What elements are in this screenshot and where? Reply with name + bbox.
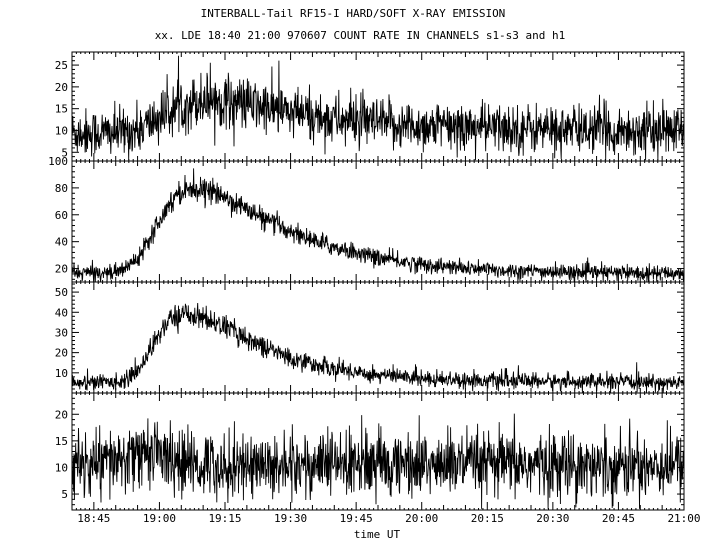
panel-4-series-line xyxy=(71,413,685,509)
x-tick-label: 20:45 xyxy=(602,512,635,525)
panel-2-y-tick-label: 20 xyxy=(55,263,68,276)
x-tick-label: 19:15 xyxy=(208,512,241,525)
panel-2-y-tick-label: 100 xyxy=(48,155,68,168)
panel-3-y-tick-label: 50 xyxy=(55,286,68,299)
panel-4-y-tick-label: 15 xyxy=(55,435,68,448)
panel-2-y-tick-label: 60 xyxy=(55,209,68,222)
chart-subtitle: xx. LDE 18:40 21:00 970607 COUNT RATE IN… xyxy=(155,29,566,42)
panel-3-y-tick-label: 40 xyxy=(55,306,68,319)
panel-2-y-tick-label: 40 xyxy=(55,236,68,249)
panel-3-y-tick-label: 30 xyxy=(55,326,68,339)
panel-1-y-tick-label: 20 xyxy=(55,81,68,94)
panel-2: 20 40 60 80 100 xyxy=(48,155,685,283)
panel-2-y-tick-label: 80 xyxy=(55,182,68,195)
panel-4-y-tick-label: 5 xyxy=(61,488,68,501)
panel-1-series-line xyxy=(71,55,685,161)
chart-title: INTERBALL-Tail RF15-I HARD/SOFT X-RAY EM… xyxy=(201,7,506,20)
panels-group: 5 10 15 20 25 20 40 60 80 100 10 20 30 40 50 5 10 15 20 18:… xyxy=(48,51,701,525)
panel-3-series-line xyxy=(71,302,685,393)
panel-3-y-tick-label: 20 xyxy=(55,347,68,360)
panel-1-y-tick-label: 15 xyxy=(55,103,68,116)
x-tick-label: 20:15 xyxy=(471,512,504,525)
x-tick-label: 20:30 xyxy=(536,512,569,525)
x-tick-label: 18:45 xyxy=(77,512,110,525)
panel-2-series-line xyxy=(71,168,685,282)
x-tick-label: 19:45 xyxy=(340,512,373,525)
x-tick-label: 20:00 xyxy=(405,512,438,525)
x-tick-label: 19:30 xyxy=(274,512,307,525)
panel-4-y-tick-label: 20 xyxy=(55,408,68,421)
panel-3-y-tick-label: 10 xyxy=(55,367,68,380)
x-tick-label: 19:00 xyxy=(143,512,176,525)
x-axis-label: time UT xyxy=(354,528,401,541)
panel-1-y-tick-label: 5 xyxy=(61,146,68,159)
panel-3: 10 20 30 40 50 xyxy=(55,281,685,394)
panel-4: 5 10 15 20 xyxy=(55,392,685,511)
panel-4-y-tick-label: 10 xyxy=(55,461,68,474)
panel-1: 5 10 15 20 25 xyxy=(55,51,685,162)
panel-1-y-tick-label: 10 xyxy=(55,124,68,137)
x-tick-label: 21:00 xyxy=(667,512,700,525)
panel-1-y-tick-label: 25 xyxy=(55,59,68,72)
